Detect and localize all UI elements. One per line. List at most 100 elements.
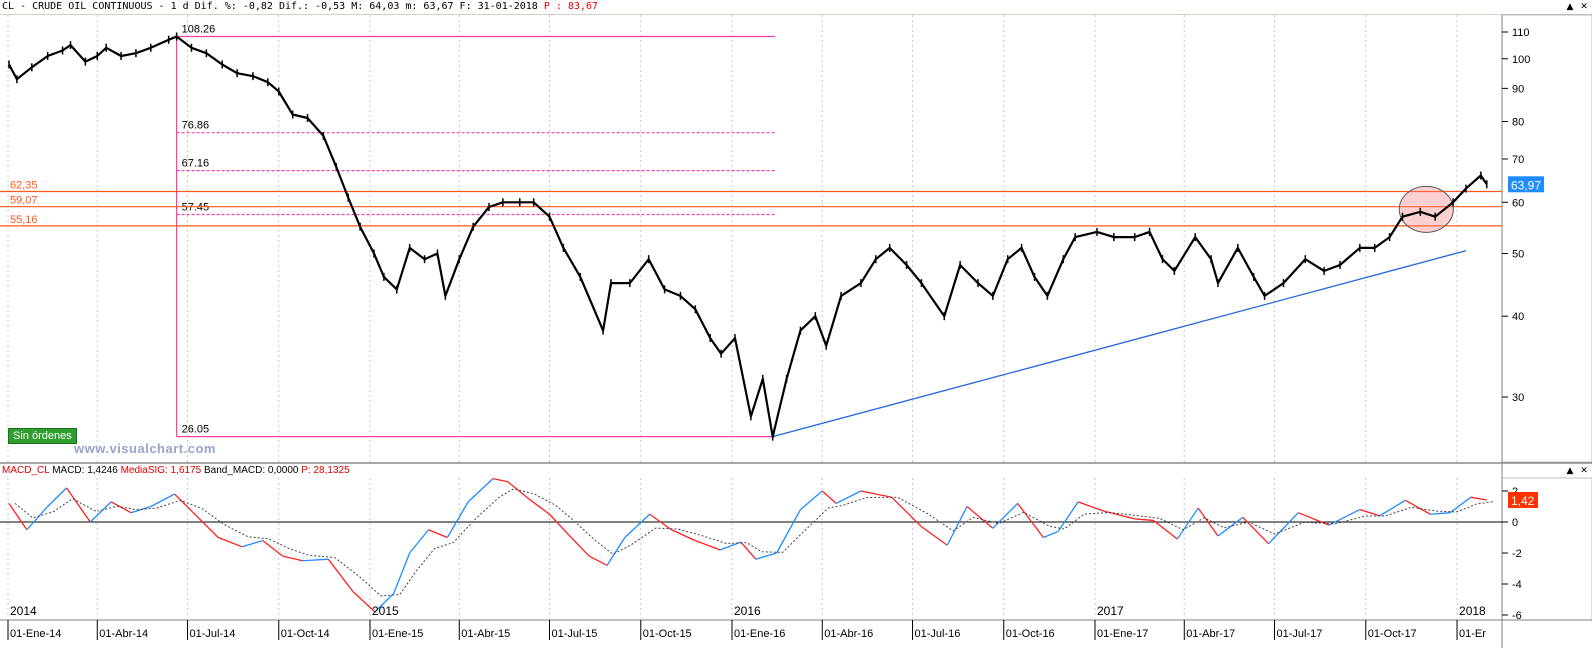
macd-segment (1017, 503, 1044, 538)
macd-header: MACD_CL MACD: 1,4246 MediaSIG: 1,6175 Ba… (0, 464, 1592, 478)
price-tick-label: 80 (1512, 116, 1524, 128)
price-axis-panel (1501, 14, 1592, 463)
macd-segment (528, 498, 550, 515)
year-label: 2017 (1097, 604, 1124, 618)
macd-segment (302, 558, 329, 562)
macd-segment (1405, 499, 1431, 515)
macd-segment (393, 552, 411, 594)
macd-segment (946, 506, 968, 546)
macd-segment (800, 490, 823, 511)
no-orders-badge[interactable]: Sin órdenes (8, 428, 77, 444)
macd-segment (776, 509, 802, 554)
macd-segment (606, 537, 626, 566)
macd-tick-label: -4 (1512, 579, 1522, 591)
macd-segment (492, 477, 508, 483)
macd-header-p: P: 28,1325 (301, 465, 350, 476)
time-tick-label: 01-Abr-17 (1186, 628, 1235, 640)
price-header: CL - CRUDE OIL CONTINUOUS - 1 d Dif. %: … (0, 0, 1592, 14)
macd-segment (549, 513, 569, 535)
year-label: 2018 (1459, 604, 1486, 618)
fib-level-label: 108.26 (182, 23, 216, 35)
fib-level-label: 76.86 (182, 120, 210, 132)
macd-segment (1359, 508, 1380, 517)
time-tick-label: 01-Ene-17 (1097, 628, 1148, 640)
macd-signal-line (14, 488, 1493, 597)
macd-segment (624, 513, 651, 538)
macd-header-macd: MACD: 1,4246 (52, 465, 118, 476)
price-tick-label: 110 (1512, 27, 1530, 39)
macd-segment (1217, 516, 1244, 537)
macd-segment (821, 490, 837, 504)
collapse-icon[interactable]: ▲ (1566, 2, 1574, 12)
last-price-badge (1508, 176, 1544, 193)
macd-panel (0, 478, 1502, 620)
horizontal-level-label: 55,16 (10, 214, 38, 226)
price-header-p: P : 83,67 (543, 1, 599, 12)
macd-segment (150, 493, 175, 508)
close-icon[interactable]: ✕ (1580, 2, 1588, 12)
time-tick-label: 01-Jul-17 (1277, 628, 1323, 640)
price-tick-label: 40 (1512, 311, 1524, 323)
macd-segment (26, 506, 49, 531)
horizontal-level-label: 59,07 (10, 195, 38, 207)
time-tick-label: 01-Ene-16 (734, 628, 785, 640)
macd-segment (1134, 518, 1154, 522)
macd-segment (695, 539, 721, 551)
trend-line (772, 250, 1467, 438)
macd-segment (1197, 507, 1219, 537)
macd-segment (218, 536, 243, 548)
macd-segment (1153, 519, 1178, 540)
price-series-line (8, 35, 1488, 438)
macd-segment (327, 558, 354, 593)
macd-segment (47, 487, 67, 507)
macd-segment (835, 490, 862, 504)
last-price-label: 63,97 (1511, 178, 1541, 192)
collapse-icon[interactable]: ▲ (1566, 466, 1574, 476)
macd-tick-label: -6 (1512, 610, 1522, 622)
price-window-buttons: ▲ ✕ (1564, 1, 1590, 13)
macd-segment (755, 552, 777, 560)
price-panel (0, 15, 1502, 462)
macd-segment (241, 539, 264, 548)
macd-segment (1449, 496, 1472, 514)
price-tick-label: 60 (1512, 197, 1524, 209)
time-tick-label: 01-Abr-14 (99, 628, 148, 640)
macd-segment (1470, 496, 1487, 501)
macd-segment (467, 478, 494, 503)
macd-segment (1430, 512, 1451, 515)
macd-segment (1379, 499, 1406, 517)
price-tick-label: 100 (1512, 54, 1530, 66)
time-axis-panel (0, 620, 1592, 648)
macd-segment (1176, 507, 1199, 540)
macd-segment (1077, 501, 1105, 512)
fib-level-label: 57.45 (182, 201, 210, 213)
fib-level-label: 26.05 (182, 424, 210, 436)
time-tick-label: 01-Ene-14 (10, 628, 61, 640)
macd-segment (1043, 530, 1059, 539)
price-tick-label: 90 (1512, 83, 1524, 95)
macd-segment (567, 533, 590, 557)
close-icon[interactable]: ✕ (1580, 466, 1588, 476)
macd-segment (1057, 501, 1079, 532)
macd-segment (992, 502, 1019, 529)
macd-segment (282, 555, 303, 562)
time-tick-label: 01-Jul-16 (915, 628, 961, 640)
time-tick-label: 01-Jul-14 (190, 628, 236, 640)
macd-segment (195, 515, 219, 538)
macd-segment (174, 493, 197, 517)
highlight-ellipse (1398, 185, 1454, 233)
time-tick-label: 01-Jul-15 (552, 628, 598, 640)
macd-segment (374, 592, 395, 613)
price-tick-label: 30 (1512, 392, 1524, 404)
time-tick-label: 01-Abr-16 (824, 628, 873, 640)
macd-tick-label: 0 (1512, 517, 1518, 529)
macd-tick-label: -2 (1512, 548, 1522, 560)
price-tick-label: 70 (1512, 154, 1524, 166)
time-tick-label: 01-Oct-15 (643, 628, 692, 640)
macd-segment (860, 490, 892, 498)
time-tick-label: 01-Oct-14 (281, 628, 330, 640)
time-tick-label: 01-Oct-16 (1006, 628, 1055, 640)
price-header-text: CL - CRUDE OIL CONTINUOUS - 1 d Dif. %: … (2, 1, 544, 12)
macd-segment (1268, 512, 1299, 545)
